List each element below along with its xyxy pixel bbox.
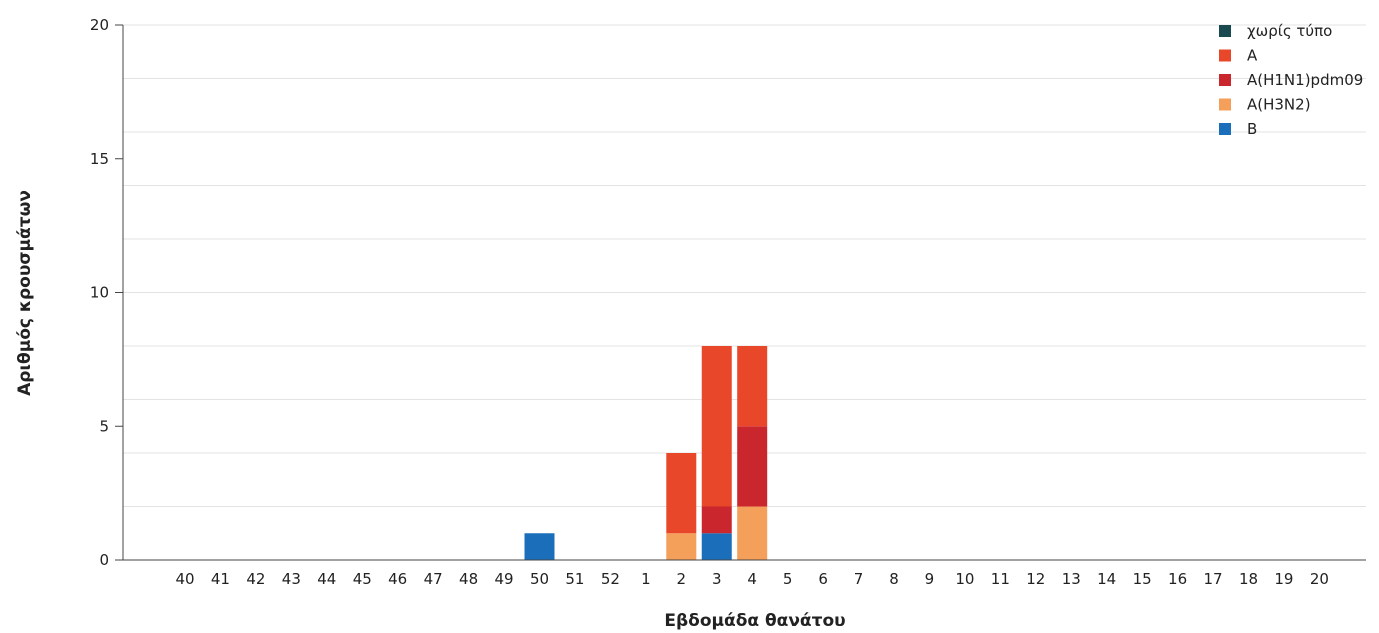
x-tick-label: 13 [1062, 570, 1081, 588]
x-tick-label: 48 [459, 570, 478, 588]
bar-segment [737, 506, 768, 560]
x-tick-label: 41 [211, 570, 230, 588]
x-tick-label: 19 [1274, 570, 1293, 588]
x-tick-label: 20 [1310, 570, 1329, 588]
bar-segment [737, 346, 768, 427]
y-tick-label: 10 [90, 284, 109, 302]
x-tick-label: 1 [641, 570, 651, 588]
x-tick-label: 8 [889, 570, 899, 588]
legend-swatch [1219, 98, 1231, 111]
y-tick-labels: 0 5 10 15 20 [90, 16, 123, 569]
legend-label: A(H1N1)pdm09 [1247, 71, 1363, 89]
x-tick-labels: 40 41 42 43 44 45 46 47 48 49 50 51 52 1 2 3 4 5 6 7 8 9 10 11 1… [175, 570, 1328, 588]
legend-swatch [1219, 74, 1231, 86]
bar-segment [701, 506, 732, 534]
x-axis-title: Εβδομάδα θανάτου [664, 611, 845, 631]
bar-segment [524, 533, 555, 560]
x-tick-label: 2 [677, 570, 687, 588]
x-tick-label: 15 [1133, 570, 1152, 588]
grid-lines [123, 24, 1366, 507]
x-tick-label: 43 [282, 570, 301, 588]
legend-swatch [1219, 123, 1231, 135]
bar-segment [666, 533, 697, 560]
x-tick-label: 18 [1239, 570, 1258, 588]
legend-swatch [1219, 25, 1231, 37]
x-tick-label: 7 [854, 570, 864, 588]
legend-label: B [1247, 120, 1257, 138]
legend-swatch [1219, 49, 1231, 62]
legend-label: A [1247, 47, 1258, 65]
x-tick-label: 46 [388, 570, 407, 588]
x-tick-label: 4 [747, 570, 757, 588]
x-tick-label: 9 [925, 570, 935, 588]
x-tick-label: 5 [783, 570, 793, 588]
x-tick-label: 44 [317, 570, 336, 588]
bar-segment [701, 533, 732, 560]
bar-segment [701, 346, 732, 507]
y-tick-label: 5 [99, 417, 109, 435]
x-tick-label: 17 [1204, 570, 1223, 588]
x-tick-label: 16 [1168, 570, 1187, 588]
bars [524, 346, 768, 560]
legend-label: χωρίς τύπο [1247, 22, 1332, 40]
x-tick-label: 11 [991, 570, 1010, 588]
x-tick-label: 6 [818, 570, 828, 588]
x-tick-label: 40 [175, 570, 194, 588]
x-tick-label: 10 [955, 570, 974, 588]
x-tick-label: 49 [495, 570, 514, 588]
x-tick-label: 12 [1026, 570, 1045, 588]
bar-segment [666, 453, 697, 534]
x-tick-label: 50 [530, 570, 549, 588]
x-tick-label: 52 [601, 570, 620, 588]
bar-segment [737, 426, 768, 507]
y-tick-label: 0 [99, 551, 109, 569]
legend: χωρίς τύπο A A(H1N1)pdm09 A(H3N2) B [1219, 22, 1363, 138]
y-tick-label: 20 [90, 16, 109, 34]
x-tick-label: 51 [565, 570, 584, 588]
x-tick-label: 3 [712, 570, 722, 588]
y-axis-title: Αριθμός κρουσμάτων [15, 190, 35, 396]
y-tick-label: 15 [90, 150, 109, 168]
x-tick-label: 47 [424, 570, 443, 588]
x-tick-label: 45 [353, 570, 372, 588]
x-tick-label: 42 [246, 570, 265, 588]
x-tick-label: 14 [1097, 570, 1116, 588]
legend-label: A(H3N2) [1247, 96, 1311, 114]
